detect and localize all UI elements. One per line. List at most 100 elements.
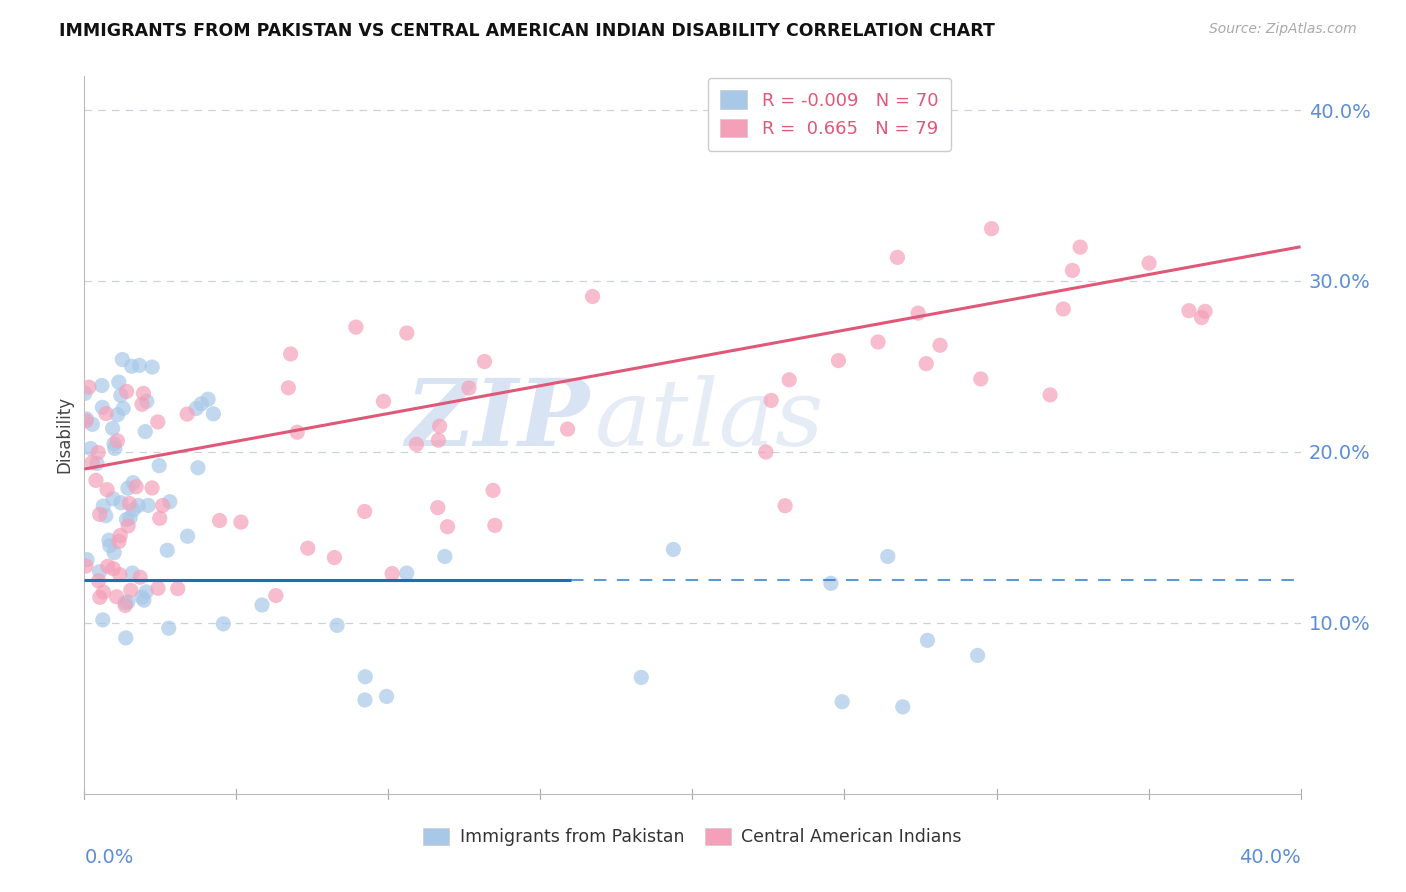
Point — [101, 421, 124, 435]
Point — [344, 320, 367, 334]
Point — [103, 562, 125, 576]
Point — [108, 534, 131, 549]
Point — [135, 585, 157, 599]
Point — [197, 392, 219, 407]
Point — [103, 437, 125, 451]
Point — [1052, 301, 1074, 316]
Point — [104, 442, 127, 456]
Point — [111, 352, 134, 367]
Point — [90, 378, 112, 392]
Point — [93, 585, 115, 599]
Point — [1178, 303, 1201, 318]
Point — [73, 386, 96, 401]
Point — [820, 576, 842, 591]
Point — [128, 359, 150, 373]
Point — [79, 442, 101, 456]
Text: 0.0%: 0.0% — [84, 847, 134, 867]
Point — [581, 289, 603, 303]
Text: ZIP: ZIP — [405, 376, 589, 466]
Point — [755, 445, 778, 459]
Point — [395, 566, 418, 581]
Point — [114, 599, 136, 613]
Point — [285, 425, 308, 440]
Point — [108, 567, 131, 582]
Point — [1137, 256, 1160, 270]
Point — [115, 512, 138, 526]
Point — [112, 401, 135, 416]
Y-axis label: Disability: Disability — [55, 396, 73, 474]
Point — [134, 425, 156, 439]
Point — [156, 543, 179, 558]
Point — [176, 529, 198, 543]
Point — [110, 496, 132, 510]
Point — [91, 499, 114, 513]
Point — [75, 559, 97, 574]
Point — [103, 546, 125, 560]
Point — [141, 360, 163, 375]
Point — [381, 566, 404, 581]
Point — [96, 483, 118, 497]
Point — [630, 670, 652, 684]
Point — [132, 593, 155, 607]
Point — [1069, 240, 1091, 254]
Point — [250, 598, 273, 612]
Point — [323, 550, 346, 565]
Point — [105, 590, 128, 604]
Point — [146, 581, 169, 595]
Point — [557, 422, 579, 436]
Point — [105, 434, 128, 448]
Point — [75, 414, 97, 428]
Point — [89, 565, 111, 579]
Point — [212, 616, 235, 631]
Point — [395, 326, 418, 340]
Text: IMMIGRANTS FROM PAKISTAN VS CENTRAL AMERICAN INDIAN DISABILITY CORRELATION CHART: IMMIGRANTS FROM PAKISTAN VS CENTRAL AMER… — [59, 22, 995, 40]
Point — [662, 542, 685, 557]
Point — [427, 434, 450, 448]
Point — [76, 552, 98, 566]
Point — [86, 456, 108, 470]
Point — [773, 499, 796, 513]
Point — [482, 483, 505, 498]
Point — [94, 508, 117, 523]
Point — [208, 514, 231, 528]
Point — [474, 354, 496, 368]
Point — [1039, 388, 1062, 402]
Point — [146, 415, 169, 429]
Point — [122, 502, 145, 516]
Point — [761, 393, 783, 408]
Point — [831, 695, 853, 709]
Point — [94, 407, 117, 421]
Point — [184, 401, 207, 416]
Text: atlas: atlas — [595, 376, 825, 466]
Point — [135, 394, 157, 409]
Point — [115, 384, 138, 399]
Point — [91, 613, 114, 627]
Point — [149, 511, 172, 525]
Point — [117, 595, 139, 609]
Point — [131, 591, 153, 605]
Point — [280, 347, 302, 361]
Point — [120, 583, 142, 598]
Point — [82, 417, 104, 432]
Point — [97, 533, 120, 548]
Point — [187, 460, 209, 475]
Point — [433, 549, 456, 564]
Point — [148, 458, 170, 473]
Point — [277, 381, 299, 395]
Point — [121, 359, 143, 374]
Point — [159, 494, 181, 508]
Point — [87, 445, 110, 459]
Point — [141, 481, 163, 495]
Point — [110, 388, 132, 402]
Point — [190, 397, 212, 411]
Point — [122, 475, 145, 490]
Point — [84, 474, 107, 488]
Point — [354, 670, 377, 684]
Point — [868, 334, 890, 349]
Point — [117, 519, 139, 533]
Point — [970, 372, 993, 386]
Point — [297, 541, 319, 556]
Point — [891, 699, 914, 714]
Point — [152, 499, 174, 513]
Point — [326, 618, 349, 632]
